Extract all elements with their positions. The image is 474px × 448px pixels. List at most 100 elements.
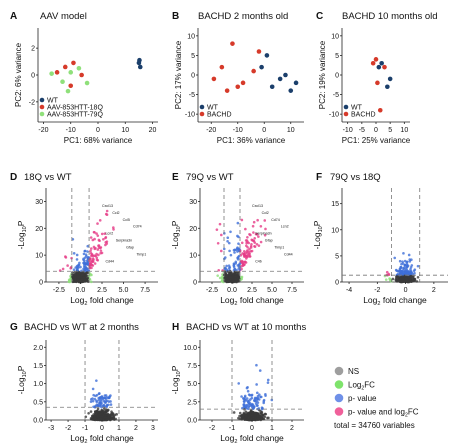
volcano-point	[95, 232, 98, 235]
volcano-point	[408, 272, 412, 276]
legend-swatch	[39, 104, 45, 110]
panel-title: BACHD vs WT at 2 months	[24, 322, 139, 333]
volcano-point	[235, 279, 238, 283]
volcano-point	[100, 408, 104, 412]
legend-swatch	[334, 380, 344, 389]
pca-point	[84, 80, 90, 86]
volcano-point	[388, 278, 392, 282]
volcano-point	[247, 241, 251, 245]
x-tick-label: 0	[262, 127, 266, 134]
label-part: Log	[70, 295, 84, 305]
y-axis-label: -Log10P	[16, 365, 28, 394]
volcano-point	[245, 403, 248, 407]
y-tick-label: 1.0	[33, 381, 43, 388]
volcano-point	[89, 410, 93, 413]
label-part: P	[312, 220, 322, 226]
label-part: -Log	[170, 232, 180, 249]
volcano-point	[99, 415, 102, 419]
y-tick-label: -5	[333, 92, 339, 99]
volcano-point	[112, 226, 115, 229]
volcano-point	[99, 417, 103, 420]
gene-label: Cd44	[284, 253, 293, 257]
label-part: P	[170, 365, 180, 371]
volcano-point	[101, 396, 105, 400]
volcano-point	[217, 268, 221, 272]
legend-swatch	[343, 111, 349, 117]
pca-point	[235, 84, 241, 90]
legend-label: Log2FC	[348, 381, 375, 392]
y-tick-label: 10	[35, 253, 43, 260]
volcano-point	[255, 404, 259, 407]
volcano-point	[246, 389, 250, 393]
volcano-point	[244, 239, 248, 242]
gene-label: Cd74	[271, 218, 280, 222]
volcano-point	[90, 247, 93, 250]
gene-label: Cxcl13	[102, 204, 113, 208]
panel-letter: D	[10, 172, 17, 183]
volcano-point	[83, 264, 86, 267]
volcano-point	[391, 277, 395, 281]
volcano-point	[86, 276, 90, 280]
volcano-point	[216, 274, 219, 277]
legend-swatch	[199, 104, 205, 110]
legend-label: BACHD	[207, 112, 232, 119]
panel-title: BACHD 2 months old	[198, 11, 288, 22]
volcano-point	[109, 403, 113, 406]
volcano-point	[96, 234, 100, 237]
volcano-point	[96, 407, 100, 411]
volcano-point	[230, 276, 233, 279]
volcano-point	[409, 265, 413, 269]
x-tick-label: -10	[66, 127, 76, 134]
volcano-point	[246, 235, 249, 239]
volcano-point	[91, 387, 95, 391]
volcano-point	[250, 417, 253, 421]
label-part: -Log	[16, 377, 26, 394]
volcano-point	[246, 251, 249, 255]
y-tick-label: 0	[31, 73, 35, 80]
volcano-point	[262, 398, 266, 402]
volcano-point	[219, 249, 223, 253]
volcano-point	[266, 381, 270, 384]
volcano-point	[243, 395, 247, 399]
volcano-point	[95, 256, 99, 260]
x-tick-label: -2	[65, 425, 71, 432]
volcano-point	[76, 278, 80, 281]
volcano-point	[384, 278, 388, 281]
volcano-point	[89, 400, 93, 403]
gene-label: Ccl2	[262, 211, 269, 215]
volcano-point	[237, 242, 240, 245]
volcano-point	[395, 279, 399, 282]
volcano-point	[236, 234, 239, 238]
volcano-point	[90, 280, 93, 284]
legend-label: WT	[351, 105, 363, 112]
volcano-point	[266, 416, 269, 420]
volcano-point	[408, 258, 412, 261]
panel-letter: A	[10, 11, 17, 22]
volcano-point	[80, 269, 83, 273]
volcano-point	[75, 253, 79, 257]
y-tick-label: 10	[189, 253, 197, 260]
volcano-point	[99, 399, 103, 403]
volcano-point	[240, 241, 244, 245]
volcano-point	[397, 270, 401, 273]
volcano-point	[104, 236, 107, 240]
volcano-point	[224, 267, 227, 270]
volcano-point	[238, 268, 242, 271]
volcano-point	[408, 260, 412, 263]
volcano-point	[112, 415, 116, 418]
volcano-point	[416, 276, 420, 279]
volcano-point	[110, 410, 113, 414]
legend-swatch	[39, 97, 45, 103]
panel-letter: G	[10, 322, 18, 333]
volcano-point	[95, 379, 98, 382]
volcano-point	[98, 404, 102, 408]
volcano-point	[94, 404, 97, 408]
volcano-point	[250, 242, 253, 246]
volcano-point	[102, 407, 106, 411]
pca-point	[71, 60, 76, 66]
gene-label: Cd44	[105, 260, 114, 264]
volcano-point	[97, 244, 100, 248]
volcano-point	[238, 262, 242, 265]
gene-label: Timp1	[274, 246, 284, 250]
